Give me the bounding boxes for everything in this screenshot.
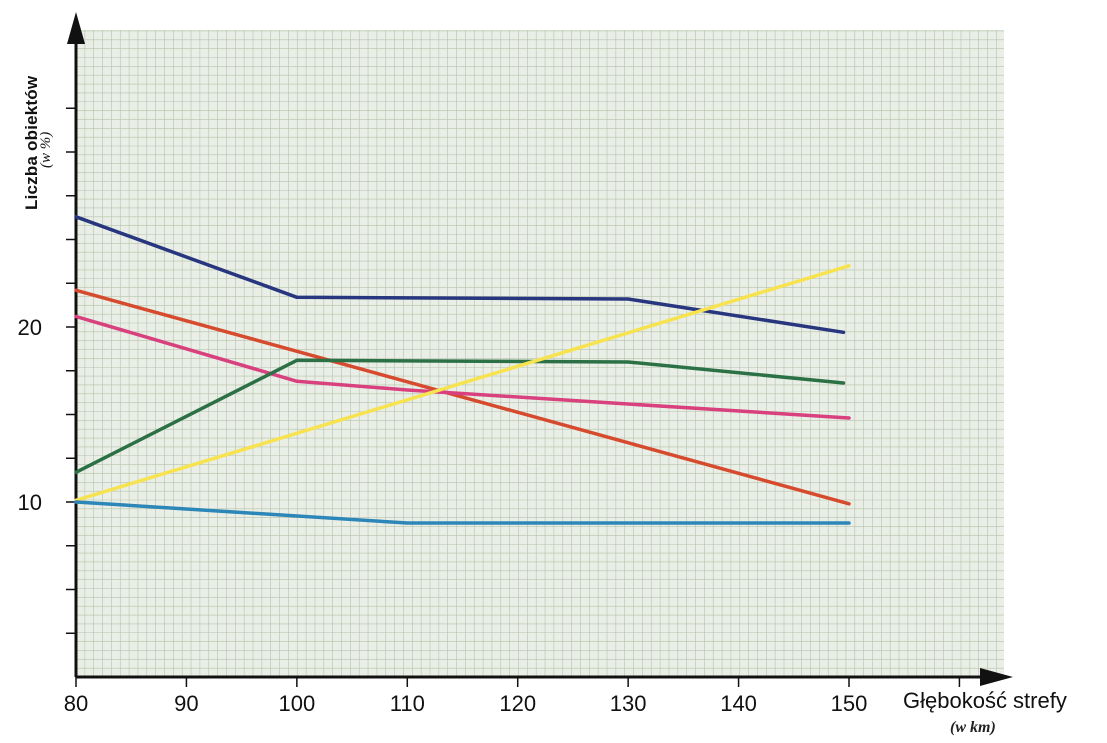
series-line-2 [74,288,851,506]
x-axis-label: Głębokość strefy [903,688,1067,713]
x-tick-label: 120 [499,691,536,716]
x-tick-label: 80 [64,691,88,716]
y-tick-label: 20 [18,315,42,340]
graph-paper [76,30,1004,677]
x-tick-label: 130 [610,691,647,716]
series-line-1 [74,215,846,335]
series-line-3 [74,314,851,420]
series-line-4 [74,358,846,475]
x-tick-label: 90 [174,691,198,716]
y-axis-arrow [67,12,85,44]
x-tick-label: 150 [831,691,868,716]
x-axis-unit: (w km) [950,719,996,736]
y-axis-unit: (w %) [38,131,54,168]
x-tick-label: 100 [278,691,315,716]
series-line-5 [74,264,851,503]
x-tick-label: 110 [390,691,425,716]
x-tick-label: 140 [720,691,757,716]
series-line-6 [74,500,851,525]
y-tick-label: 10 [18,490,42,515]
x-axis-arrow [980,668,1013,686]
